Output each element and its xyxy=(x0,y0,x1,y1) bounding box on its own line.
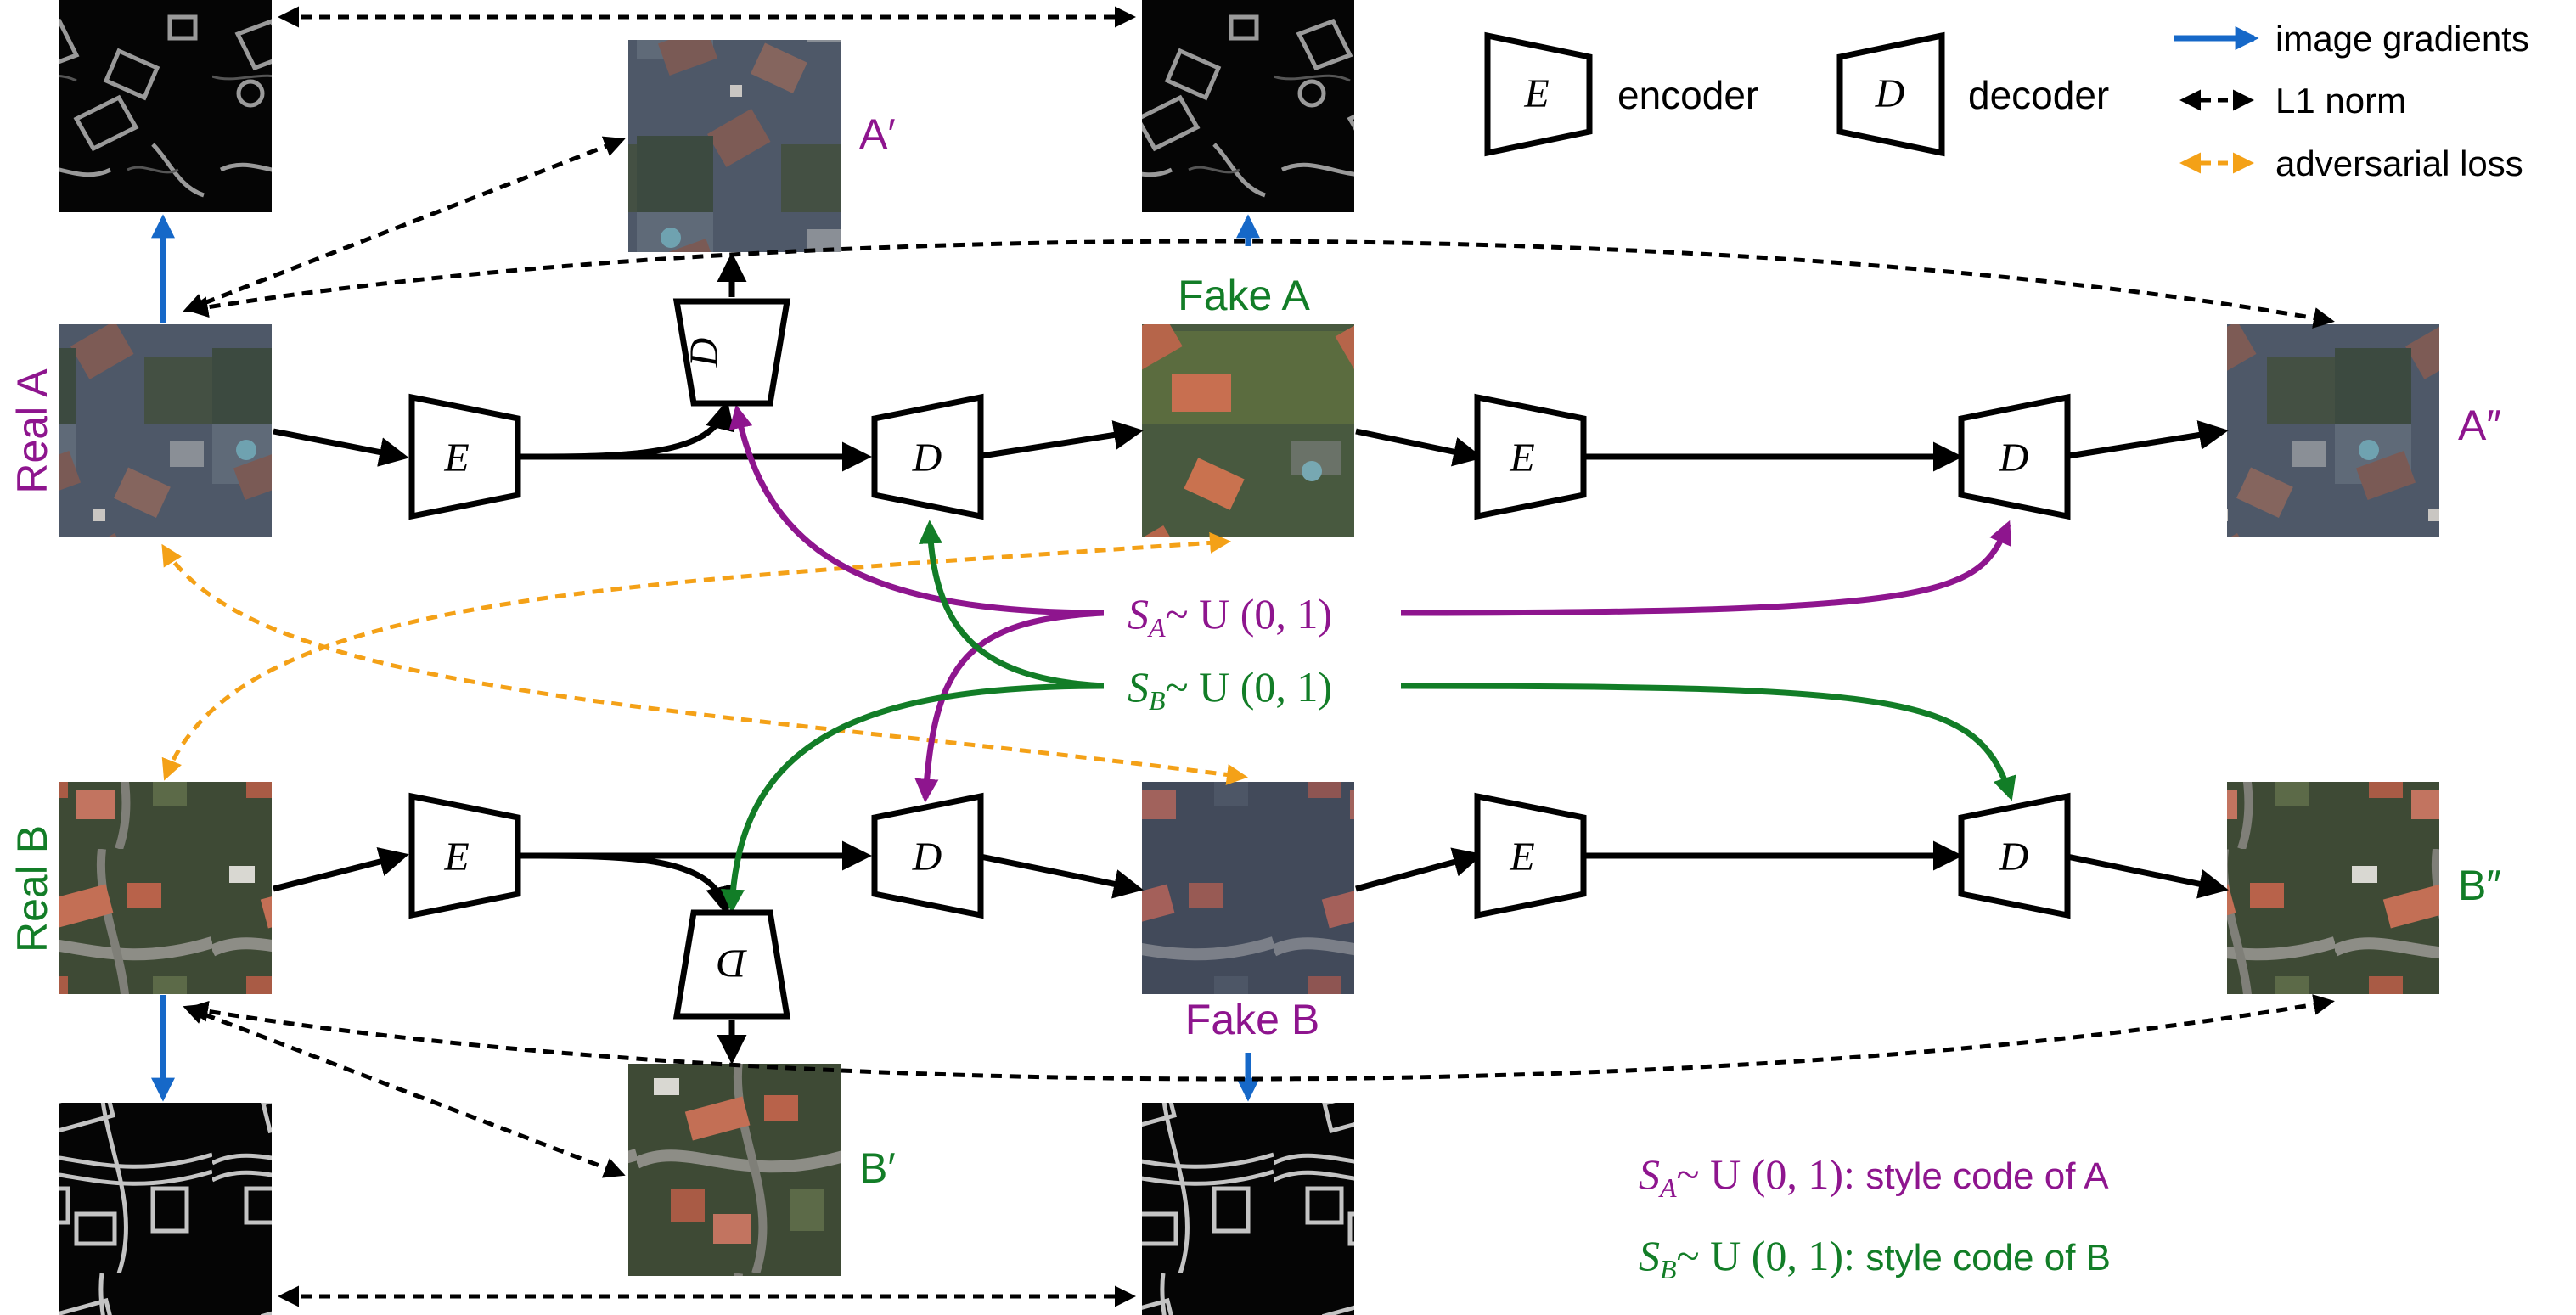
block-letters: E E E E D D D D D D E D xyxy=(443,71,2028,986)
adversarial-arrows xyxy=(161,531,1248,785)
legend-l1-label: L1 norm xyxy=(2275,81,2406,121)
image-fake-a-icon xyxy=(1142,324,1354,537)
legend-decoder-label: decoder xyxy=(1968,73,2109,117)
discriminator-block xyxy=(672,909,791,1020)
image-a-prime-icon xyxy=(628,40,841,252)
blocks xyxy=(408,31,2071,1020)
legend-decoder-icon xyxy=(1836,31,1945,157)
l1-arrows xyxy=(183,6,2335,1307)
gradient-fake-a-icon xyxy=(1142,0,1354,212)
gradient-real-a-icon xyxy=(59,0,272,212)
encoder-letter: E xyxy=(1509,835,1534,879)
encoder-letter: E xyxy=(1509,436,1534,480)
discriminator-block xyxy=(672,298,791,407)
legend-encoder-label: encoder xyxy=(1617,73,1758,117)
encoder-block xyxy=(408,393,521,520)
label-fake-b: Fake B xyxy=(1185,996,1319,1043)
decoder-letter: D xyxy=(1999,835,2029,879)
style-code-labels: SA~ U (0, 1) SB~ U (0, 1) xyxy=(1104,586,1401,716)
legend-encoder-icon xyxy=(1484,31,1593,157)
encoder-letter: E xyxy=(443,835,469,879)
gradient-real-b-icon xyxy=(59,1103,272,1315)
label-fake-a: Fake A xyxy=(1178,272,1310,319)
encoder-block xyxy=(1474,792,1587,919)
footnote-style-b: SB~ U (0, 1): style code of B xyxy=(1639,1232,2111,1284)
legend-encoder-symbol: E xyxy=(1523,71,1549,116)
decoder-letter: D xyxy=(912,835,942,879)
decoder-block xyxy=(1958,393,2071,520)
footnote-style-a: SA~ U (0, 1): style code of A xyxy=(1639,1150,2109,1203)
image-real-b-icon xyxy=(59,782,272,994)
image-b-double-prime-icon xyxy=(2227,782,2439,994)
label-b-prime: B′ xyxy=(859,1144,896,1192)
decoder-letter: D xyxy=(1999,436,2029,480)
label-real-a: Real A xyxy=(8,368,56,494)
image-real-a-icon xyxy=(59,324,272,537)
label-real-b: Real B xyxy=(8,825,56,953)
encoder-block xyxy=(1474,393,1587,520)
discriminator-letter: D xyxy=(717,941,748,986)
footnotes: SA~ U (0, 1): style code of A SB~ U (0, … xyxy=(1639,1150,2111,1284)
decoder-letter: D xyxy=(912,436,942,480)
encoder-block xyxy=(408,792,521,919)
decoder-block xyxy=(871,792,984,919)
style-code-a: SA~ U (0, 1) xyxy=(1128,590,1332,643)
decoder-block xyxy=(871,393,984,520)
gradient-arrows xyxy=(151,214,1260,1102)
legend-decoder-symbol: D xyxy=(1875,71,1905,116)
label-b-double-prime: B″ xyxy=(2458,862,2501,909)
gradient-fake-b-icon xyxy=(1142,1103,1354,1315)
encoder-letter: E xyxy=(443,436,469,480)
image-a-double-prime-icon xyxy=(2227,324,2439,537)
image-labels: Real A Real B Fake A Fake B A′ B′ A″ B″ xyxy=(8,110,2501,1192)
legend-gradients-label: image gradients xyxy=(2275,19,2529,59)
discriminator-letter: D xyxy=(682,338,727,368)
style-code-b: SB~ U (0, 1) xyxy=(1128,663,1332,716)
style-code-arrows xyxy=(720,404,2016,913)
decoder-block xyxy=(1958,792,2071,919)
image-b-prime-icon xyxy=(628,1064,841,1276)
label-a-double-prime: A″ xyxy=(2458,402,2501,449)
image-tiles xyxy=(59,0,2439,1315)
legend: encoder decoder image gradients L1 norm … xyxy=(1617,19,2529,183)
legend-adversarial-label: adversarial loss xyxy=(2275,143,2523,183)
image-fake-b-icon xyxy=(1142,782,1354,994)
label-a-prime: A′ xyxy=(859,110,896,158)
flow-arrows xyxy=(273,252,2229,1065)
